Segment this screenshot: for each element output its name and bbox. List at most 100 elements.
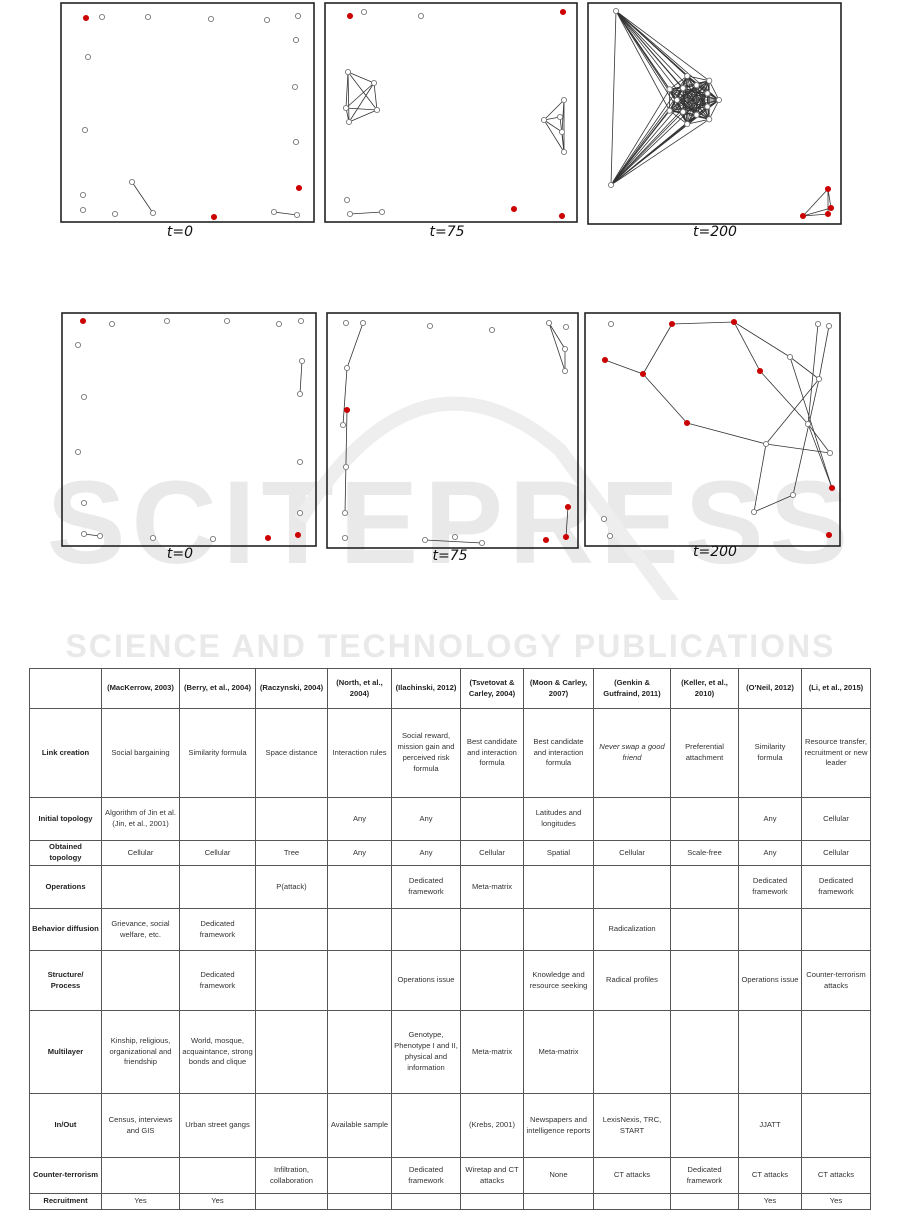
table-cell: Dedicated framework xyxy=(801,865,871,909)
bottom-t0-edge xyxy=(299,360,303,395)
top-t75-edge xyxy=(345,71,349,109)
row-header: Initial topology xyxy=(29,797,102,841)
bottom-t75-node-red xyxy=(343,406,351,414)
table-cell xyxy=(255,1093,328,1158)
table-row: Counter-terrorism Infiltration, collabora… xyxy=(29,1157,871,1194)
top-t75-frame xyxy=(324,2,578,223)
caption-bottom-t200: t=200 xyxy=(693,544,737,560)
bottom-t75-edge xyxy=(342,367,348,426)
table-cell: Any xyxy=(391,840,461,866)
table-cell: Any xyxy=(327,797,392,841)
bottom-t0-node-red xyxy=(79,317,87,325)
table-cell: Similarity formula xyxy=(179,708,256,798)
column-header: (Berry, et al., 2004) xyxy=(179,668,256,709)
caption-bottom-t0: t=0 xyxy=(166,546,194,562)
top-t200-edge xyxy=(610,84,697,186)
top-t200-edge xyxy=(676,99,710,120)
table-cell: Any xyxy=(327,840,392,866)
table-cell: Dedicated framework xyxy=(391,1157,461,1194)
bottom-t200-edge xyxy=(789,356,820,380)
table-row: Link creation Social bargaining Similarity… xyxy=(29,708,871,798)
table-row: Recruitment Yes Yes Yes Yes xyxy=(29,1193,871,1210)
top-t75-edge xyxy=(348,109,378,123)
bottom-t0-node xyxy=(108,320,116,328)
table-cell: Cellular xyxy=(460,840,524,866)
top-t75-edge xyxy=(543,119,563,133)
top-t200-edge xyxy=(682,87,708,94)
top-t200-node xyxy=(679,85,687,92)
table-cell xyxy=(327,865,392,909)
bottom-t200-node xyxy=(750,508,758,516)
table-cell: Yes xyxy=(801,1193,871,1210)
top-t0-node xyxy=(207,15,215,23)
top-t200-edge xyxy=(676,84,697,101)
top-t0-node xyxy=(294,12,302,20)
top-t200-edge xyxy=(615,10,684,89)
top-t200-node-red xyxy=(824,210,832,218)
bottom-t200-node-red xyxy=(825,531,833,539)
top-t200-node xyxy=(607,181,615,189)
top-t200-edge xyxy=(610,87,684,186)
table-cell: Dedicated framework xyxy=(738,865,802,909)
bottom-t200-node xyxy=(825,322,833,330)
top-t200-node-red xyxy=(799,212,807,220)
table-cell xyxy=(391,1093,461,1158)
table-cell xyxy=(670,1093,739,1158)
table-cell: Census, interviews and GIS xyxy=(101,1093,180,1158)
table-cell xyxy=(670,908,739,951)
bottom-t200-edge xyxy=(733,321,791,358)
bottom-t0-node xyxy=(80,499,88,507)
top-t75-node xyxy=(344,68,352,76)
table-cell: (Krebs, 2001) xyxy=(460,1093,524,1158)
table-cell: Resource transfer, recruitment or new le… xyxy=(801,708,871,798)
top-t200-edge xyxy=(669,88,708,94)
bottom-t75-node xyxy=(359,319,367,327)
top-t0-node xyxy=(79,191,87,199)
table-cell xyxy=(670,797,739,841)
table-cell: Operations issue xyxy=(391,950,461,1011)
bottom-t75-node xyxy=(343,364,351,372)
top-t200-edge xyxy=(682,93,708,113)
table-cell: Dedicated framework xyxy=(391,865,461,909)
top-t200-edge xyxy=(708,99,720,120)
column-header: (Ilachinski, 2012) xyxy=(391,668,461,709)
table-cell: Dedicated framework xyxy=(179,950,256,1011)
bottom-t0-frame xyxy=(61,312,317,547)
column-header: (Li, et al., 2015) xyxy=(801,668,871,709)
bottom-t200-edge xyxy=(642,373,688,424)
table-cell: Counter-terrorism attacks xyxy=(801,950,871,1011)
table-cell: Newspapers and intelligence reports xyxy=(523,1093,594,1158)
table-cell: Available sample xyxy=(327,1093,392,1158)
top-t75-node xyxy=(560,148,568,156)
table-cell: Cellular xyxy=(801,797,871,841)
caption-bottom-t75: t=75 xyxy=(432,548,468,564)
table-cell xyxy=(670,950,739,1011)
top-t0-node xyxy=(84,53,92,61)
table-cell: Any xyxy=(391,797,461,841)
watermark-text: SCITEPRESS xyxy=(46,457,855,589)
bottom-t75-node xyxy=(561,345,569,353)
top-t0-node xyxy=(263,16,271,24)
table-cell: Similarity formula xyxy=(738,708,802,798)
table-row: Multilayer Kinship, religious, organizati… xyxy=(29,1010,871,1094)
top-t200-edge xyxy=(610,118,710,186)
top-t0-node-red xyxy=(295,184,303,192)
top-t75-node xyxy=(342,104,350,112)
row-header: Recruitment xyxy=(29,1193,102,1210)
bottom-t200-node xyxy=(607,320,615,328)
bottom-t200-node xyxy=(804,420,812,428)
top-t75-edge xyxy=(543,119,565,153)
top-t75-node xyxy=(370,79,378,87)
top-t200-edge xyxy=(669,75,688,111)
table-cell xyxy=(179,1157,256,1194)
row-header: Link creation xyxy=(29,708,102,798)
top-t75-node xyxy=(343,196,351,204)
top-t75-node xyxy=(346,210,354,218)
top-t200-edge xyxy=(696,93,708,115)
bottom-t200-edge xyxy=(789,356,833,489)
top-t200-node xyxy=(684,121,691,128)
table-cell xyxy=(593,865,671,909)
bottom-t75-node-red xyxy=(562,533,570,541)
table-cell: Cellular xyxy=(179,840,256,866)
table-cell: LexisNexis, TRC, START xyxy=(593,1093,671,1158)
